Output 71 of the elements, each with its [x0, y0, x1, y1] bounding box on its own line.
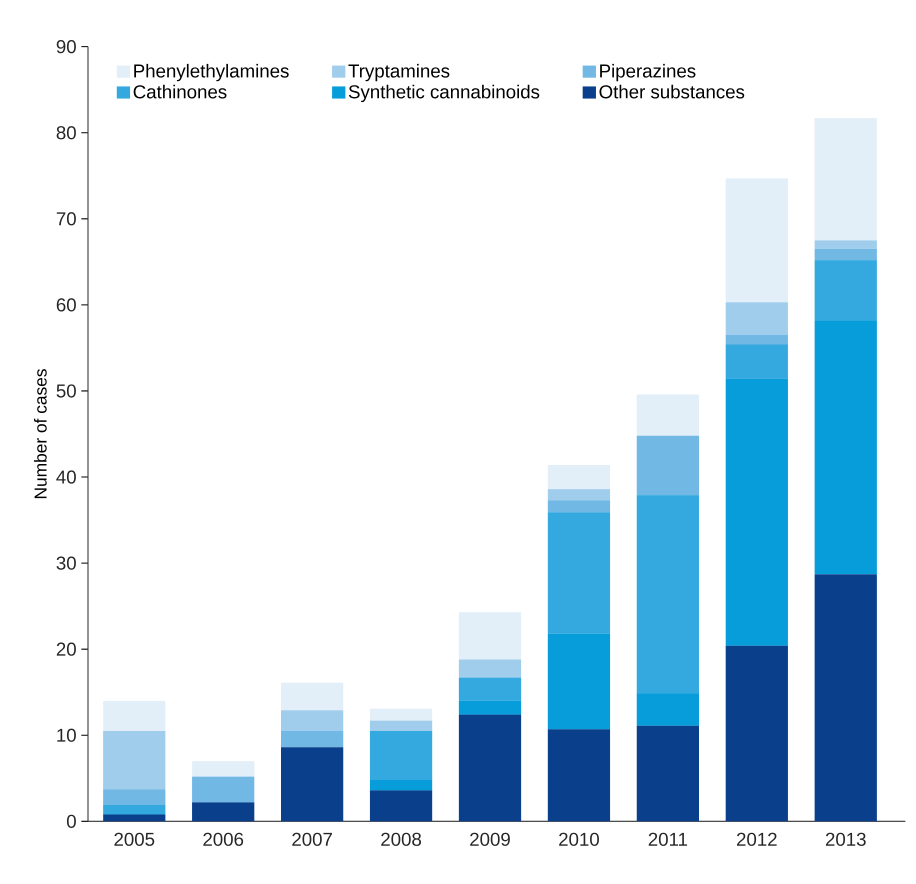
bar — [548, 500, 610, 512]
y-tick-label: 60 — [56, 298, 76, 312]
y-axis-title: Number of cases — [34, 369, 47, 498]
x-tick-label: 2010 — [559, 832, 599, 846]
bar — [103, 789, 166, 805]
bar — [636, 394, 700, 436]
legend-label: Phenylethylamines — [134, 64, 289, 82]
bar — [726, 335, 788, 344]
y-tick-label: 10 — [57, 728, 76, 742]
bar — [281, 747, 344, 822]
bar — [103, 804, 166, 814]
bar — [281, 730, 344, 748]
bar — [726, 646, 788, 822]
bar — [281, 710, 344, 731]
x-tick-label: 2011 — [648, 832, 688, 846]
bar — [548, 489, 610, 500]
legend-label: Tryptamines — [348, 64, 450, 82]
bar — [548, 464, 610, 490]
bar — [636, 436, 700, 496]
bar — [281, 682, 344, 710]
legend-label: Other substances — [599, 84, 744, 98]
y-tick-label: 80 — [56, 126, 76, 140]
x-tick-label: 2008 — [381, 832, 422, 846]
bar — [103, 730, 166, 790]
bar — [814, 248, 877, 260]
y-tick-label: 40 — [56, 470, 76, 484]
x-tick-label: 2012 — [736, 832, 777, 846]
y-tick-label: 90 — [56, 40, 76, 54]
y-tick-label: 70 — [56, 212, 76, 226]
legend-label: Cathinones — [134, 84, 226, 98]
bar — [458, 612, 522, 660]
bar — [458, 660, 522, 678]
bar — [192, 802, 254, 822]
y-tick-label: 30 — [56, 556, 76, 570]
bar — [726, 302, 788, 336]
bar — [726, 378, 788, 646]
bar — [458, 678, 522, 701]
x-tick-label: 2006 — [203, 832, 244, 846]
bar — [103, 814, 166, 822]
bar — [370, 720, 432, 731]
bar — [636, 726, 700, 822]
bar — [458, 700, 522, 715]
bar — [814, 240, 877, 249]
bar — [726, 344, 788, 379]
y-tick-label: 50 — [56, 384, 76, 398]
x-tick-label: 2013 — [826, 832, 866, 846]
bar — [548, 512, 610, 634]
bar — [370, 790, 432, 822]
bar — [192, 776, 254, 802]
bar — [192, 761, 254, 777]
legend-label: Piperazines — [600, 64, 696, 82]
bar — [726, 178, 788, 302]
y-tick-label: 20 — [56, 642, 76, 656]
x-tick-label: 2009 — [470, 832, 510, 846]
bar — [814, 574, 877, 822]
bar — [814, 260, 877, 320]
bar — [636, 693, 700, 726]
bar — [370, 780, 432, 790]
bar — [458, 714, 522, 822]
x-tick-label: 2007 — [292, 832, 332, 846]
y-tick-label: 0 — [66, 814, 76, 828]
bar — [548, 729, 610, 822]
bar — [103, 700, 166, 731]
legend-label: Synthetic cannabinoids — [348, 84, 540, 102]
bar — [370, 730, 432, 780]
bar — [814, 320, 877, 574]
bar — [370, 708, 432, 721]
bar — [548, 634, 610, 730]
x-tick-label: 2005 — [114, 832, 154, 846]
bar — [636, 495, 700, 694]
bar — [814, 118, 877, 240]
